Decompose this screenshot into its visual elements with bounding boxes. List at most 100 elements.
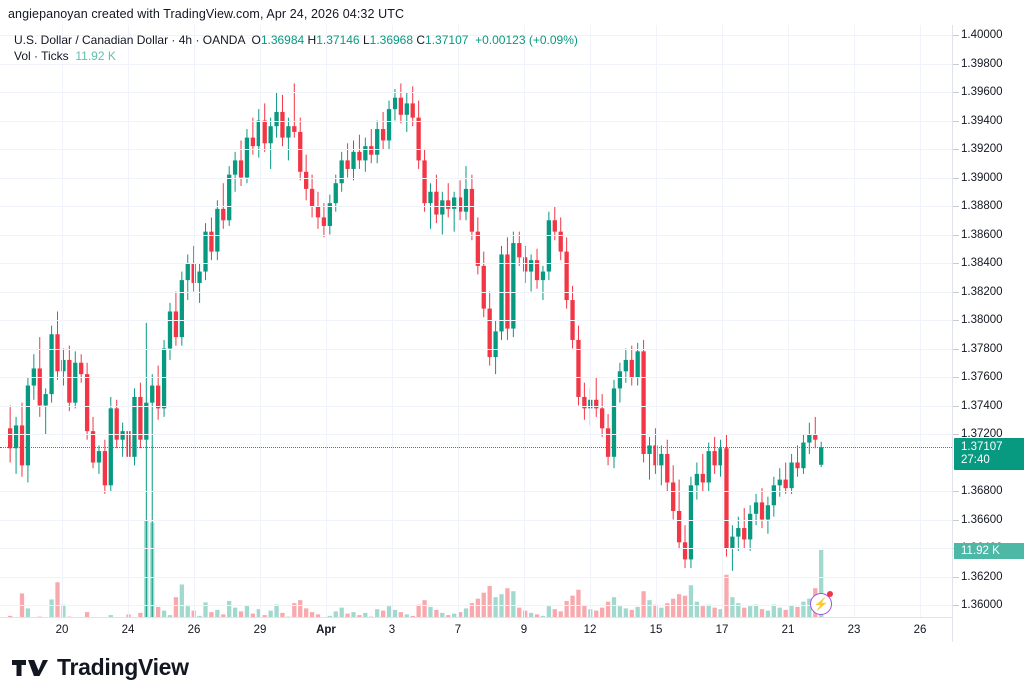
candle-body [25,385,31,466]
price-tick-mark [953,263,959,264]
grid-line-vertical [524,25,525,617]
lightning-bolt-icon[interactable]: ⚡ [810,593,833,615]
volume-bar [576,589,581,617]
volume-bar [55,582,60,617]
candle-body [416,117,421,161]
candle-body [558,231,563,252]
grid-line-horizontal [0,263,952,264]
candle-body [380,129,386,141]
price-tick-label: 1.39600 [961,86,1003,98]
candle-body [718,448,723,466]
candle-body [629,359,634,377]
candle-body [268,126,273,144]
time-scale[interactable]: 20 24 26 29 Apr 3 7 9 12 15 17 21 23 26 [0,617,952,642]
candle-body [517,243,522,258]
price-tick-mark [953,434,959,435]
price-tick-mark [953,320,959,321]
candle-body [682,542,688,560]
candle-body [144,402,149,440]
volume-bar [647,600,652,617]
grid-line-horizontal [0,377,952,378]
candle-body [369,146,374,155]
price-tick-mark [953,377,959,378]
volume-bar [742,607,747,617]
grid-line-vertical [920,25,921,617]
candle-body [653,445,658,466]
candle-wick [293,83,295,138]
candle-body [457,197,463,212]
volume-bar [736,603,741,617]
candle-body [487,308,492,358]
candle-body [274,111,279,127]
price-tick-mark [953,92,959,93]
grid-line-horizontal [0,63,952,65]
candle-body [61,359,66,372]
candle-body [777,479,782,486]
candle-wick [270,117,272,169]
candle-body [540,271,546,281]
volume-bar [623,608,628,617]
volume-bar [440,612,445,617]
volume-bar [345,613,350,617]
candle-wick [429,183,431,229]
candle-body [398,97,404,115]
candle-body [179,280,184,338]
tradingview-wordmark: TradingView [57,654,189,680]
volume-bar [250,613,256,617]
volume-bar [8,615,13,617]
current-price-badge[interactable]: 1.37107 27:40 [954,438,1024,471]
volume-bar [528,612,534,617]
candle-body [8,428,13,449]
volume-bar [475,598,480,617]
candle-body [499,254,504,332]
candle-wick [122,422,124,457]
grid-line-vertical [326,25,327,617]
tradingview-logo-icon [12,659,48,676]
candle-body [67,359,72,403]
candle-body [428,191,433,204]
time-tick-label: 20 [55,624,69,636]
grid-line-horizontal [0,35,952,36]
price-scale[interactable]: 1.40000 1.39800 1.39600 1.39400 1.39200 1.390… [952,25,1024,642]
price-tick-label: 1.36600 [961,513,1003,526]
candle-body [700,473,705,483]
candle-body [375,129,380,155]
candle-body [795,462,800,469]
volume-value-badge[interactable]: 11.92 K [954,542,1024,559]
volume-bar [457,612,463,617]
chart-plot-area[interactable]: ⚡ [0,25,952,617]
candle-body [688,485,694,560]
bar-countdown: 27:40 [961,454,990,467]
volume-bar [688,585,694,617]
volume-bar [386,606,392,617]
grid-line-horizontal [0,605,952,606]
candle-wick [542,265,544,301]
volume-bar [446,615,451,617]
candle-body [528,260,534,272]
candle-body [238,160,244,178]
candle-body [286,126,291,138]
candle-body [789,462,794,489]
candle-body [647,445,652,454]
volume-bar [605,601,611,617]
candle-body [138,396,143,440]
time-tick-label: 21 [781,624,795,636]
candle-body [262,120,267,144]
candle-body [132,396,137,457]
volume-bar [108,615,113,617]
candle-body [120,431,125,440]
volume-bar [481,592,486,617]
candle-body [173,311,179,338]
candle-wick [252,117,254,155]
candle-body [819,447,824,465]
candle-body [481,265,486,309]
volume-bar [61,604,66,617]
chart-frame: ⚡ U.S. Dollar / Canadian Dollar · 4h · O… [0,25,1024,642]
candle-wick [595,377,597,417]
candle-body [753,502,759,514]
candle-body [150,385,155,403]
price-tick-mark [953,405,959,407]
price-tick-label: 1.40000 [961,29,1003,41]
candle-wick [287,117,289,161]
candle-body [493,331,498,358]
